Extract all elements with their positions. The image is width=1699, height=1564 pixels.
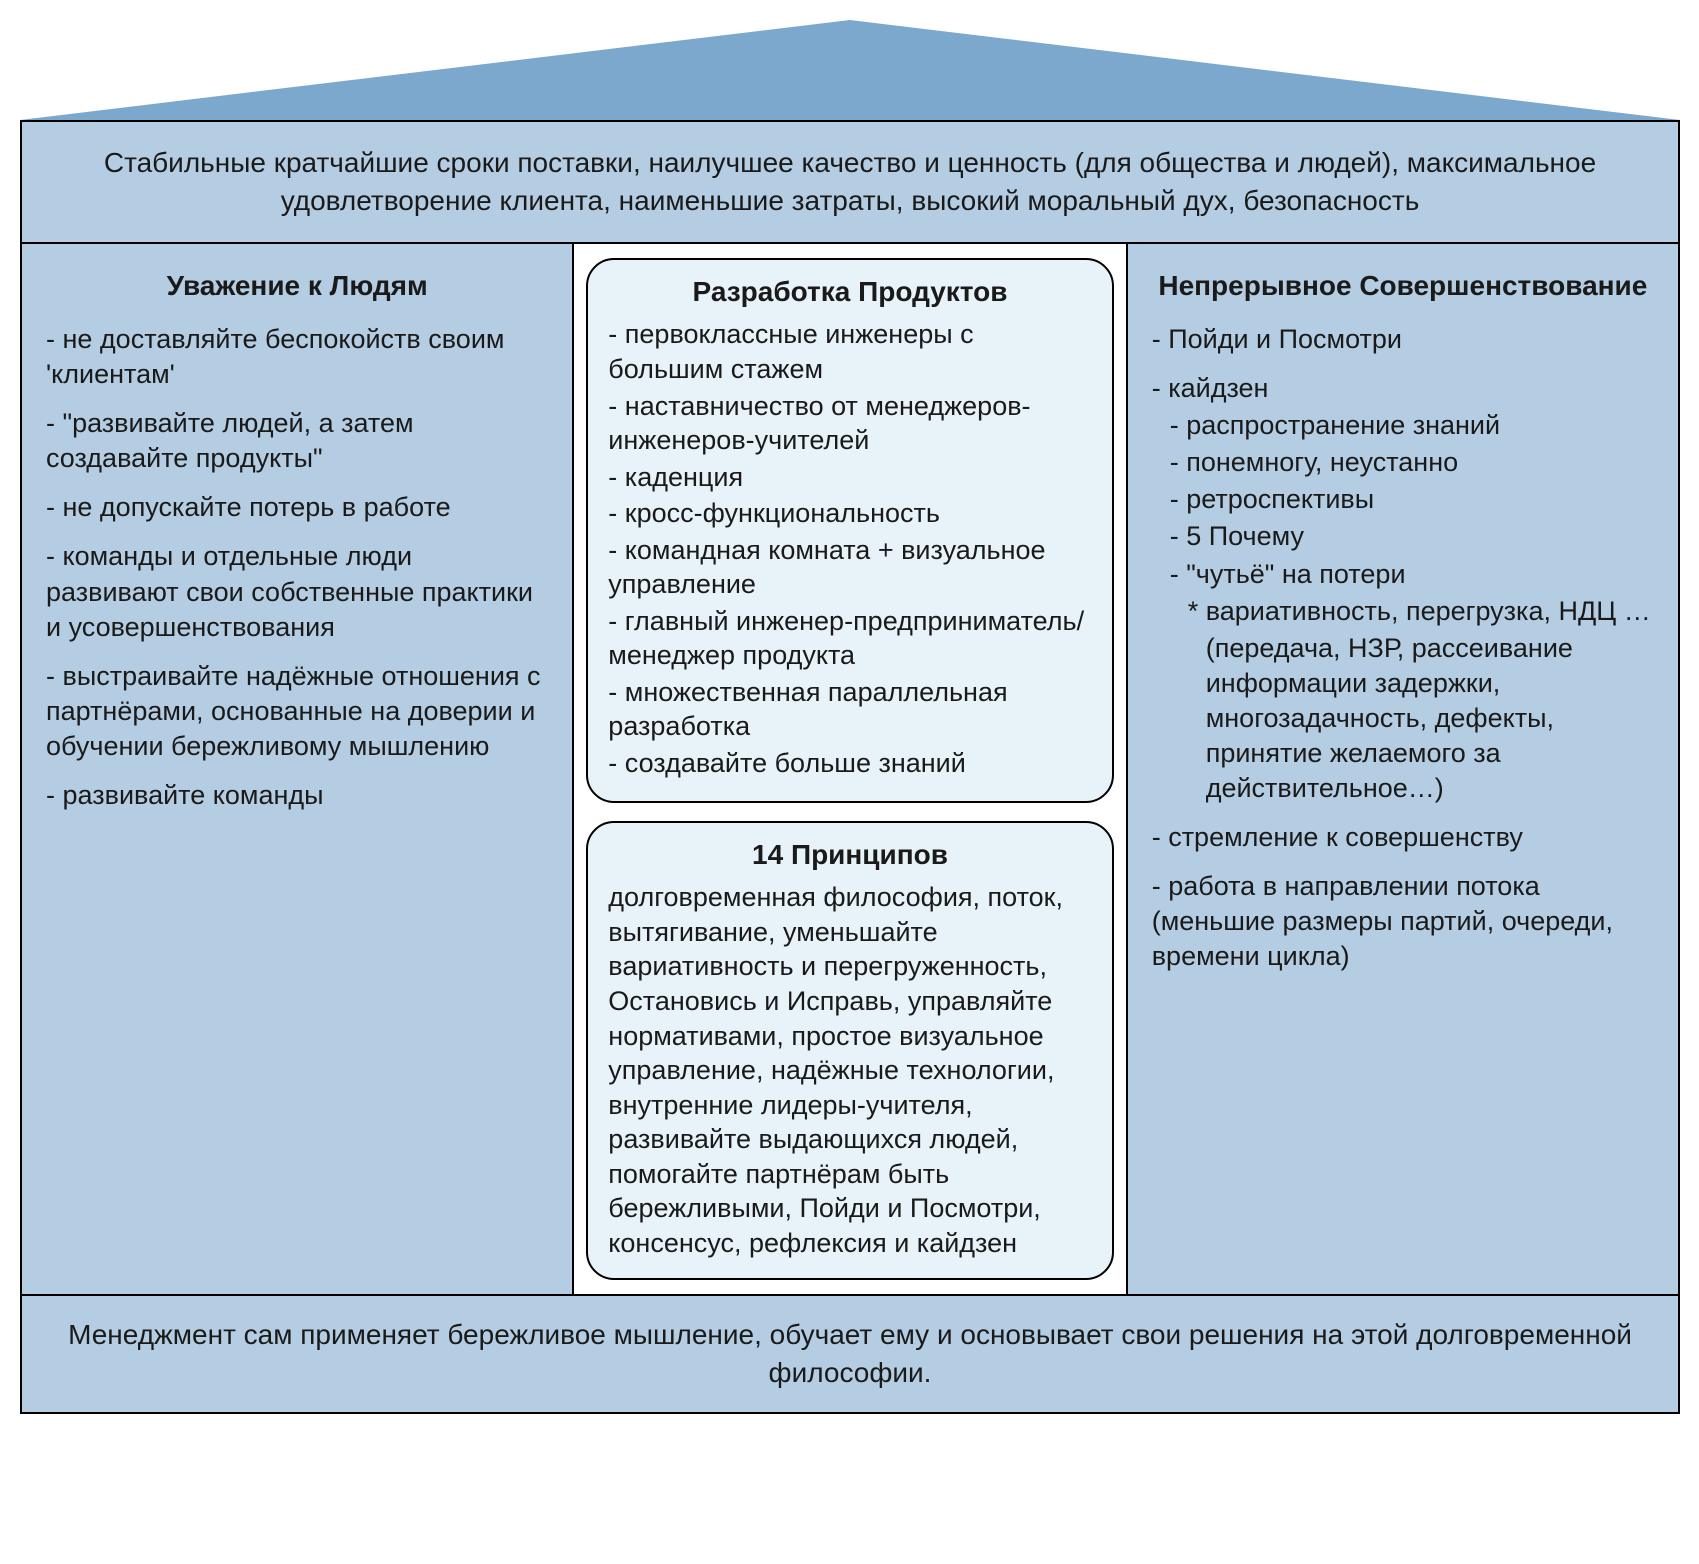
list-item: - наставничество от менеджеров-инженеров… [608, 389, 1091, 458]
list-item: - выстраивайте надёжные отношения с парт… [46, 659, 548, 764]
list-item: - не доставляйте беспокойств своим 'клие… [46, 322, 548, 392]
list-item: - не допускайте потерь в работе [46, 490, 548, 525]
box-product-dev: Разработка Продуктов - первоклассные инж… [586, 258, 1113, 803]
list-item: - 5 Почему [1152, 519, 1654, 554]
list-item: - распространение знаний [1152, 408, 1654, 443]
list-item: - развивайте команды [46, 778, 548, 813]
ri-kaizen: - кайдзен [1152, 371, 1654, 406]
list-item: - команды и отдельные люди развивают сво… [46, 539, 548, 644]
center-column: Разработка Продуктов - первоклассные инж… [574, 244, 1125, 1295]
goal-header: Стабильные кратчайшие сроки поставки, на… [20, 120, 1680, 244]
lean-house-diagram: Стабильные кратчайшие сроки поставки, на… [20, 20, 1680, 1414]
ri-kaizen-star: * вариативность, перегрузка, НДЦ … [1152, 594, 1654, 629]
ri-kaizen-paren: (передача, НЗР, рассеивание информации з… [1152, 631, 1654, 806]
box-14-principles: 14 Принципов долговременная философия, п… [586, 821, 1113, 1281]
house-roof [20, 20, 1680, 120]
foundation-text: Менеджмент сам применяет бережливое мышл… [68, 1319, 1632, 1388]
ri-kaizen-sublist: - распространение знаний- понемногу, неу… [1152, 408, 1654, 591]
list-item: - "развивайте людей, а затем создавайте … [46, 406, 548, 476]
ri-go-see: - Пойди и Посмотри [1152, 322, 1654, 357]
list-item: - главный инженер-предприниматель/менедж… [608, 604, 1091, 673]
pillar-respect: Уважение к Людям - не доставляйте беспок… [22, 244, 574, 1295]
list-item: - командная комната + визуальное управле… [608, 533, 1091, 602]
pillar-respect-title: Уважение к Людям [46, 268, 548, 304]
pillar-improvement-title: Непрерывное Совершенствование [1152, 268, 1654, 304]
list-item: - кросс-функциональность [608, 496, 1091, 531]
pillar-respect-items: - не доставляйте беспокойств своим 'клие… [46, 322, 548, 813]
box-14-principles-title: 14 Принципов [608, 837, 1091, 873]
list-item: - каденция [608, 460, 1091, 495]
box-14-principles-text: долговременная философия, поток, вытягив… [608, 880, 1091, 1260]
ri-perfection: - стремление к совершенству [1152, 820, 1654, 855]
list-item: - множественная параллельная разработка [608, 675, 1091, 744]
list-item: - понемногу, неустанно [1152, 445, 1654, 480]
list-item: - первоклассные инженеры с большим стаже… [608, 317, 1091, 386]
pillars-row: Уважение к Людям - не доставляйте беспок… [20, 244, 1680, 1295]
list-item: - "чутьё" на потери [1152, 557, 1654, 592]
box-product-dev-title: Разработка Продуктов [608, 274, 1091, 310]
goal-text: Стабильные кратчайшие сроки поставки, на… [104, 147, 1596, 216]
ri-flow: - работа в направлении потока (меньшие р… [1152, 869, 1654, 974]
box-product-dev-items: - первоклассные инженеры с большим стаже… [608, 317, 1091, 780]
pillar-improvement: Непрерывное Совершенствование - Пойди и … [1126, 244, 1678, 1295]
list-item: - создавайте больше знаний [608, 746, 1091, 781]
foundation-footer: Менеджмент сам применяет бережливое мышл… [20, 1294, 1680, 1414]
list-item: - ретроспективы [1152, 482, 1654, 517]
